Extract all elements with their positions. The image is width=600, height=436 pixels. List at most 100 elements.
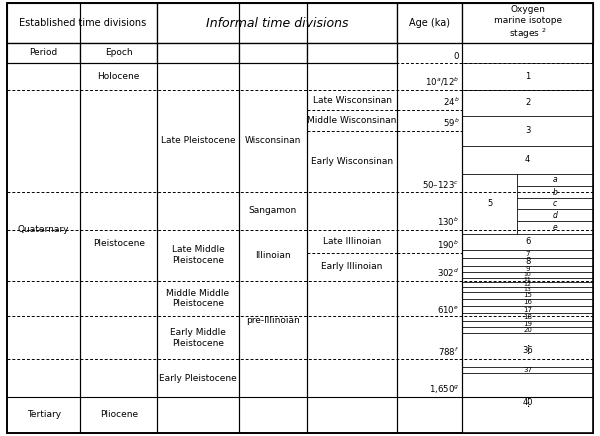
Text: e: e bbox=[553, 223, 557, 232]
Text: $24^b$: $24^b$ bbox=[443, 96, 459, 109]
Text: Age (ka): Age (ka) bbox=[409, 18, 450, 28]
Bar bbox=[7, 43, 80, 63]
Bar bbox=[463, 334, 593, 367]
Text: Late Wisconsinan: Late Wisconsinan bbox=[313, 95, 392, 105]
Text: Oxygen
marine isotope
stages $^2$: Oxygen marine isotope stages $^2$ bbox=[494, 5, 562, 41]
Text: Illinoian: Illinoian bbox=[255, 251, 291, 260]
Bar bbox=[517, 209, 593, 221]
Text: 15: 15 bbox=[523, 292, 532, 298]
Bar bbox=[463, 278, 593, 283]
Text: Pleistocene: Pleistocene bbox=[93, 239, 145, 248]
Bar bbox=[463, 272, 593, 278]
Text: Middle Middle
Pleistocene: Middle Middle Pleistocene bbox=[166, 289, 230, 308]
Text: 19: 19 bbox=[523, 321, 532, 327]
Bar bbox=[463, 321, 593, 327]
Text: d: d bbox=[553, 211, 557, 220]
Text: 20: 20 bbox=[523, 327, 532, 333]
Text: 7: 7 bbox=[526, 251, 530, 257]
Bar bbox=[463, 283, 593, 287]
Text: $50$–$123^c$: $50$–$123^c$ bbox=[422, 179, 459, 190]
Bar bbox=[463, 174, 517, 234]
Text: Middle Wisconsinan: Middle Wisconsinan bbox=[307, 116, 397, 125]
Text: Early Wisconsinan: Early Wisconsinan bbox=[311, 157, 393, 166]
Bar bbox=[80, 43, 157, 63]
Text: $10^a$/$12^b$: $10^a$/$12^b$ bbox=[425, 76, 459, 88]
Text: Established time divisions: Established time divisions bbox=[19, 18, 146, 28]
Bar bbox=[517, 221, 593, 234]
Bar bbox=[463, 327, 593, 334]
Text: Epoch: Epoch bbox=[105, 48, 133, 57]
Text: Pliocene: Pliocene bbox=[100, 410, 138, 419]
Bar bbox=[463, 313, 593, 321]
Bar bbox=[463, 146, 593, 174]
Text: Late Illinoian: Late Illinoian bbox=[323, 237, 381, 246]
Text: 17: 17 bbox=[523, 307, 532, 313]
Bar bbox=[397, 3, 463, 43]
Bar bbox=[517, 186, 593, 198]
Bar bbox=[463, 373, 593, 433]
Bar bbox=[517, 174, 593, 186]
Bar bbox=[463, 266, 593, 272]
Text: 36: 36 bbox=[522, 345, 533, 354]
Text: Early Pleistocene: Early Pleistocene bbox=[159, 374, 237, 383]
Bar bbox=[463, 258, 593, 266]
Text: 9: 9 bbox=[526, 266, 530, 272]
Bar bbox=[307, 43, 397, 63]
Text: Tertiary: Tertiary bbox=[26, 410, 61, 419]
Bar bbox=[463, 63, 593, 90]
Text: 6: 6 bbox=[525, 237, 530, 246]
Text: ⋮: ⋮ bbox=[522, 398, 533, 408]
Text: a: a bbox=[553, 175, 557, 184]
Bar bbox=[517, 198, 593, 209]
Bar bbox=[463, 306, 593, 313]
Text: ⋮: ⋮ bbox=[522, 345, 533, 355]
Text: Wisconsinan: Wisconsinan bbox=[245, 136, 301, 145]
Bar bbox=[463, 292, 593, 299]
Bar bbox=[463, 250, 593, 258]
Text: 0: 0 bbox=[454, 52, 459, 61]
Text: 8: 8 bbox=[525, 257, 530, 266]
Text: $788^f$: $788^f$ bbox=[437, 345, 459, 358]
Text: 3: 3 bbox=[525, 126, 530, 135]
Text: 12: 12 bbox=[524, 282, 532, 287]
Text: Late Pleistocene: Late Pleistocene bbox=[161, 136, 235, 145]
Text: 10: 10 bbox=[524, 272, 532, 277]
Text: Early Illinoian: Early Illinoian bbox=[322, 262, 383, 272]
Text: 40: 40 bbox=[523, 399, 533, 407]
Text: 2: 2 bbox=[525, 98, 530, 107]
Text: 11: 11 bbox=[524, 277, 532, 283]
Text: 13: 13 bbox=[524, 287, 532, 292]
Text: Holocene: Holocene bbox=[98, 72, 140, 81]
Bar bbox=[463, 299, 593, 306]
Text: $1{,}650^g$: $1{,}650^g$ bbox=[429, 383, 459, 395]
Text: 37: 37 bbox=[523, 367, 532, 373]
Text: $610^e$: $610^e$ bbox=[437, 303, 459, 315]
Text: 1: 1 bbox=[525, 72, 530, 81]
Text: b: b bbox=[553, 187, 557, 197]
Bar bbox=[463, 287, 593, 292]
Text: $302^d$: $302^d$ bbox=[437, 267, 459, 279]
Text: pre-Illinoian: pre-Illinoian bbox=[246, 316, 300, 324]
Text: Early Middle
Pleistocene: Early Middle Pleistocene bbox=[170, 328, 226, 347]
Text: Quaternary: Quaternary bbox=[18, 225, 70, 234]
Bar bbox=[463, 367, 593, 373]
Text: $59^b$: $59^b$ bbox=[443, 116, 459, 129]
Bar bbox=[463, 234, 593, 250]
Text: Sangamon: Sangamon bbox=[249, 206, 297, 215]
Text: $130^b$: $130^b$ bbox=[437, 215, 459, 228]
Text: 4: 4 bbox=[525, 155, 530, 164]
Bar bbox=[463, 116, 593, 146]
Text: 5: 5 bbox=[487, 199, 493, 208]
Bar bbox=[157, 3, 397, 43]
Text: $190^b$: $190^b$ bbox=[437, 239, 459, 251]
Bar bbox=[7, 3, 157, 43]
Text: Late Middle
Pleistocene: Late Middle Pleistocene bbox=[172, 245, 224, 265]
Text: Period: Period bbox=[29, 48, 58, 57]
Text: 18: 18 bbox=[523, 314, 532, 320]
Text: c: c bbox=[553, 199, 557, 208]
Text: 16: 16 bbox=[523, 299, 532, 305]
Bar bbox=[157, 43, 239, 63]
Text: Informal time divisions: Informal time divisions bbox=[206, 17, 349, 30]
Bar bbox=[463, 3, 593, 43]
Bar bbox=[463, 90, 593, 116]
